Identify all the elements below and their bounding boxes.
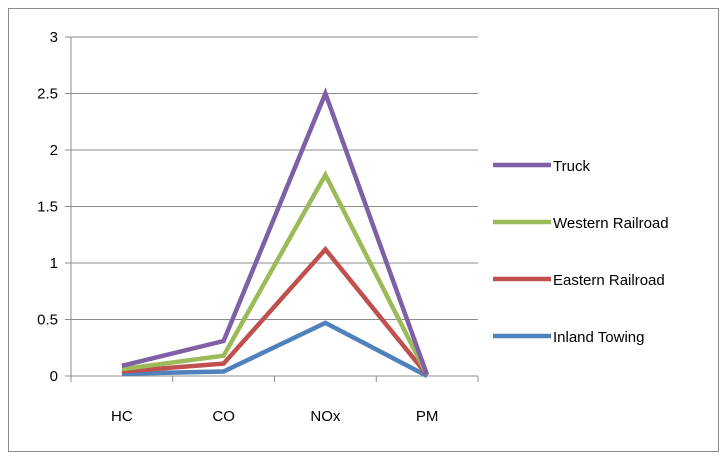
- series-line-inland-towing: [121, 320, 429, 378]
- series-lines: [121, 87, 430, 378]
- x-tick-label: CO: [212, 408, 235, 425]
- y-tick-label: 1: [50, 255, 58, 272]
- x-tick-label: PM: [416, 408, 439, 425]
- legend-label: Truck: [553, 158, 590, 175]
- legend-label: Inland Towing: [553, 329, 644, 346]
- legend-label: Eastern Railroad: [553, 272, 665, 289]
- series-line-truck: [121, 87, 430, 376]
- y-tick-label: 0.5: [37, 312, 58, 329]
- y-tick-label: 0: [50, 368, 58, 385]
- x-tick-label: NOx: [310, 408, 341, 425]
- gridlines: [71, 36, 478, 320]
- axes: 0 0.5 1 1.5 2 2.5 3 HC CO NOx PM: [37, 29, 479, 425]
- line-chart: 0 0.5 1 1.5 2 2.5 3 HC CO NOx PM Truck Western Rail…: [37, 29, 669, 425]
- y-tick-label: 1.5: [37, 199, 58, 216]
- x-tick-label: HC: [111, 408, 133, 425]
- y-tick-label: 2: [50, 142, 58, 159]
- series-line-eastern-railroad: [121, 245, 429, 377]
- y-tick-label: 2.5: [37, 86, 58, 103]
- legend: Truck Western Railroad Eastern Railroad Inl…: [493, 158, 669, 346]
- legend-label: Western Railroad: [553, 215, 669, 232]
- y-tick-label: 3: [50, 29, 58, 46]
- chart-frame: 0 0.5 1 1.5 2 2.5 3 HC CO NOx PM Truck Western Rail…: [8, 8, 719, 452]
- series-line-western-railroad: [121, 170, 430, 376]
